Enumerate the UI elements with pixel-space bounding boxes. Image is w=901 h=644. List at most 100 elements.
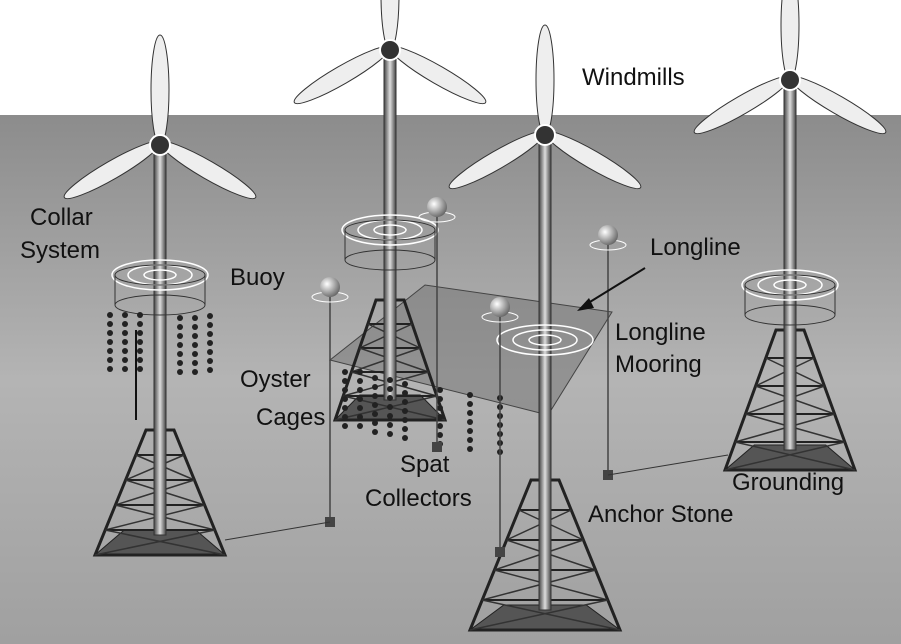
oyster (192, 351, 198, 357)
oyster (467, 437, 473, 443)
collar-ring (512, 329, 578, 351)
grounding-line (607, 454, 729, 476)
hub (534, 124, 556, 146)
oyster (372, 393, 378, 399)
label: Anchor Stone (588, 501, 733, 528)
oyster (342, 405, 348, 411)
collar-ring (143, 269, 177, 281)
oyster (192, 324, 198, 330)
oyster (387, 422, 393, 428)
oyster (192, 315, 198, 321)
label: Longline (615, 319, 706, 346)
label: Cages (256, 404, 325, 431)
buoy (490, 297, 510, 317)
oyster (107, 357, 113, 363)
oyster (402, 417, 408, 423)
tower (153, 144, 167, 536)
oyster (207, 322, 213, 328)
oyster (342, 387, 348, 393)
anchor-stone (495, 547, 505, 557)
oyster (177, 342, 183, 348)
oyster (122, 339, 128, 345)
oyster (342, 378, 348, 384)
labels: Windmills Collar System Buoy Longline Longlin… (20, 64, 844, 528)
oyster (387, 431, 393, 437)
oyster (192, 342, 198, 348)
hub (379, 39, 401, 61)
oyster (357, 405, 363, 411)
oyster (207, 331, 213, 337)
jacket-brace (105, 529, 226, 556)
oyster (402, 435, 408, 441)
oyster (372, 420, 378, 426)
collar-ring (773, 279, 807, 291)
oyster (192, 360, 198, 366)
tower (783, 79, 797, 451)
oyster (387, 386, 393, 392)
label: Mooring (615, 351, 702, 378)
oyster (402, 399, 408, 405)
oyster (387, 395, 393, 401)
label: Windmills (582, 64, 685, 91)
collar-ring (496, 324, 594, 356)
collar-ring (528, 334, 562, 346)
oyster (107, 321, 113, 327)
oyster (437, 405, 443, 411)
oyster (372, 402, 378, 408)
oyster (387, 377, 393, 383)
oyster (467, 428, 473, 434)
label: Spat (400, 451, 450, 478)
oyster (177, 315, 183, 321)
oyster (177, 360, 183, 366)
oyster (107, 339, 113, 345)
blade (780, 0, 800, 81)
hub (149, 134, 171, 156)
anchor-stone (432, 442, 442, 452)
label: System (20, 237, 100, 264)
oyster (177, 351, 183, 357)
oyster (107, 366, 113, 372)
oyster (372, 411, 378, 417)
oyster (437, 414, 443, 420)
oyster (437, 432, 443, 438)
artwork (63, 0, 887, 632)
oyster (177, 369, 183, 375)
arrow-head (577, 298, 594, 311)
oyster (342, 369, 348, 375)
oyster (122, 357, 128, 363)
blade (535, 24, 555, 136)
label: Grounding (732, 469, 844, 496)
oyster (137, 366, 143, 372)
oyster (107, 348, 113, 354)
oyster (122, 348, 128, 354)
oyster (467, 410, 473, 416)
oyster (107, 330, 113, 336)
oyster (207, 340, 213, 346)
oyster (467, 419, 473, 425)
oyster (122, 312, 128, 318)
collar-ring (741, 269, 839, 301)
oyster (207, 367, 213, 373)
oyster (357, 378, 363, 384)
oyster (192, 369, 198, 375)
oyster (137, 312, 143, 318)
jacket-brace (482, 599, 621, 631)
oyster (467, 401, 473, 407)
oyster (357, 423, 363, 429)
jacket-brace (724, 441, 845, 471)
label: Collectors (365, 485, 472, 512)
oyster (437, 423, 443, 429)
oyster (207, 349, 213, 355)
oyster (357, 414, 363, 420)
jacket-brace (469, 599, 608, 631)
oyster (402, 426, 408, 432)
oyster (207, 358, 213, 364)
oyster (402, 390, 408, 396)
hub (779, 69, 801, 91)
oyster (342, 423, 348, 429)
oyster (357, 369, 363, 375)
tower (538, 134, 552, 611)
oyster (402, 408, 408, 414)
